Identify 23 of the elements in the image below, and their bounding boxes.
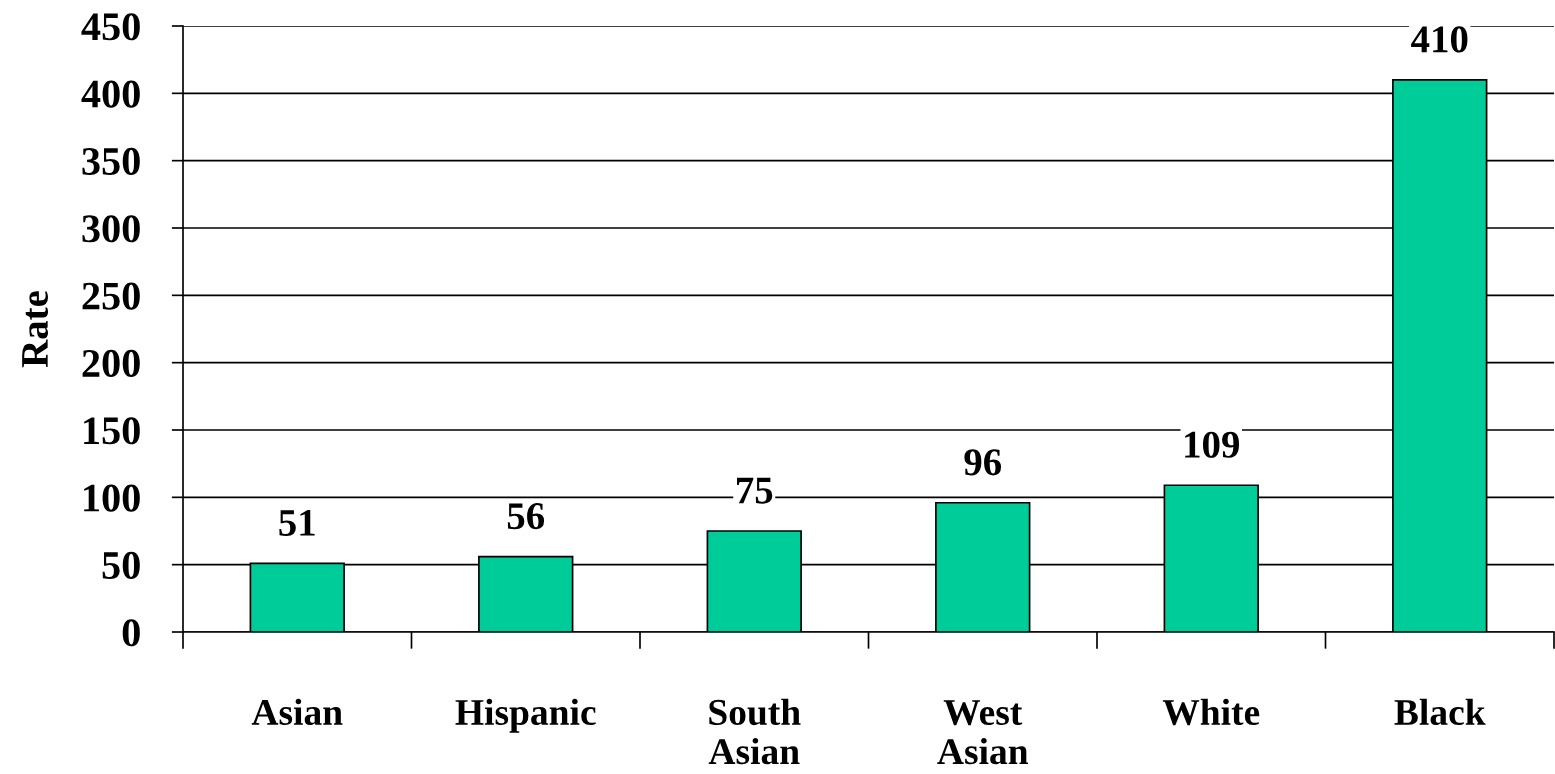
y-tick-label: 250 xyxy=(82,282,140,310)
x-tick-label: White xyxy=(1162,698,1260,726)
y-tick-label: 100 xyxy=(84,484,140,512)
x-tick-label: West Asian xyxy=(937,700,1029,765)
x-tick-label: Hispanic xyxy=(455,698,596,733)
data-label: 75 xyxy=(737,477,773,504)
y-tick-label: 350 xyxy=(82,147,140,176)
y-tick-label: 50 xyxy=(102,551,140,580)
y-axis-title: Rate xyxy=(22,291,49,368)
data-label: 96 xyxy=(964,449,1002,476)
x-tick-label: South Asian xyxy=(708,698,801,765)
data-label: 410 xyxy=(1411,26,1468,53)
y-tick-label: 400 xyxy=(81,80,140,108)
y-tick-label: 0 xyxy=(122,619,140,647)
data-label: 56 xyxy=(507,503,545,530)
y-tick-label: 300 xyxy=(82,215,140,243)
y-tick-label: 150 xyxy=(84,417,140,445)
x-tick-label: Asian xyxy=(251,698,343,726)
y-tick-label: 200 xyxy=(82,349,140,378)
data-label: 51 xyxy=(279,509,315,536)
x-tick-label: Black xyxy=(1394,698,1486,726)
y-tick-label: 450 xyxy=(81,13,140,41)
data-label: 109 xyxy=(1185,431,1240,458)
